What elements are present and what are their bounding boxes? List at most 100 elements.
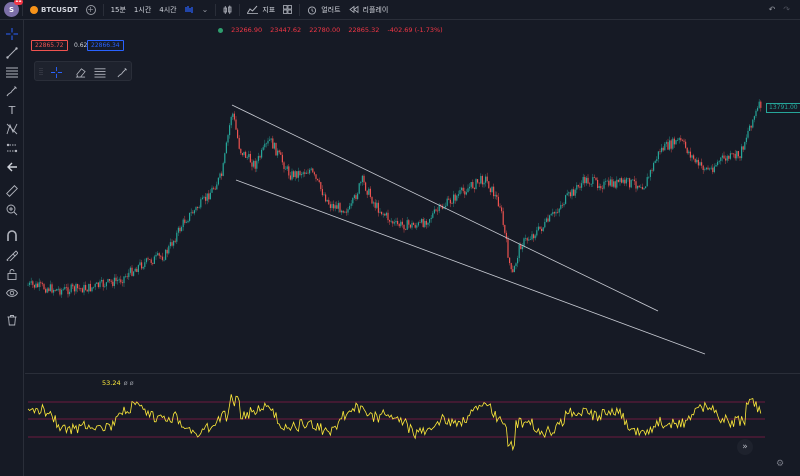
- candle-body: [358, 183, 360, 194]
- candle-body: [213, 187, 215, 189]
- pattern-tool[interactable]: [4, 121, 20, 137]
- candle-body: [41, 283, 43, 285]
- candle-body: [269, 139, 271, 141]
- horizontal-lines-tool[interactable]: [4, 64, 20, 80]
- redo-button[interactable]: ↷: [779, 0, 794, 20]
- chart-type-button[interactable]: [181, 0, 198, 20]
- candle-body: [312, 168, 314, 173]
- replay-button[interactable]: 리플레이: [345, 0, 393, 20]
- interval-15m[interactable]: 15분: [110, 5, 126, 14]
- candle-body: [470, 182, 472, 187]
- remove-drawings-tool[interactable]: [4, 312, 20, 328]
- alert-button[interactable]: 얼러트: [303, 0, 344, 20]
- hide-drawings-tool[interactable]: [4, 285, 20, 301]
- text-tool[interactable]: T: [4, 102, 20, 118]
- magnet-tool[interactable]: [4, 228, 20, 244]
- candle-body: [171, 242, 173, 246]
- candle-body: [221, 173, 223, 176]
- settings-button[interactable]: ⚙: [776, 459, 784, 469]
- undo-button[interactable]: ↶: [765, 0, 780, 20]
- pane-separator[interactable]: [25, 373, 800, 374]
- candle-body: [253, 160, 255, 167]
- candle-body: [429, 219, 431, 223]
- lock-drawing-tool[interactable]: [4, 247, 20, 263]
- bid-price-tag[interactable]: 22865.72: [31, 40, 68, 51]
- candle-body: [619, 178, 621, 182]
- candle-body: [35, 283, 37, 288]
- layouts-button[interactable]: [279, 0, 296, 20]
- candle-body: [661, 147, 663, 152]
- user-avatar[interactable]: S 11: [4, 0, 23, 17]
- candle-body: [321, 189, 323, 196]
- candle-body: [552, 212, 554, 215]
- candles-icon: [223, 5, 232, 14]
- candle-body: [203, 196, 205, 198]
- candle-body: [438, 204, 440, 212]
- candle-body: [725, 158, 727, 161]
- interval-1h[interactable]: 1시간: [133, 5, 152, 14]
- ask-price-tag[interactable]: 22866.34: [87, 40, 124, 51]
- ruler-tool[interactable]: [4, 183, 20, 199]
- crosshair-tool[interactable]: [4, 26, 20, 42]
- float-brush-button[interactable]: [115, 65, 129, 79]
- zoom-in-tool[interactable]: [4, 202, 20, 218]
- candle-body: [64, 287, 66, 290]
- candle-body: [109, 279, 111, 281]
- eraser-button[interactable]: [73, 65, 87, 79]
- indicators-button[interactable]: 지표: [243, 0, 279, 20]
- candle-body: [665, 142, 667, 144]
- candle-body: [688, 151, 690, 154]
- trendline-icon: [6, 47, 18, 59]
- channel-trendlines[interactable]: [231, 104, 706, 355]
- compare-symbol-button[interactable]: +: [82, 0, 100, 20]
- back-tool[interactable]: [4, 159, 20, 175]
- candle-body: [669, 140, 671, 150]
- prediction-tool[interactable]: [4, 140, 20, 156]
- candle-body: [29, 282, 31, 285]
- line-style-button[interactable]: [93, 65, 107, 79]
- candle-body: [656, 159, 658, 162]
- candle-body: [686, 147, 688, 154]
- symbol-search-button[interactable]: BTCUSDT: [26, 0, 82, 20]
- candle-body: [237, 129, 239, 138]
- market-status-icon: [218, 27, 223, 33]
- interval-4h[interactable]: 4시간: [159, 5, 177, 14]
- candle-body: [227, 135, 229, 143]
- upper-trendline[interactable]: [231, 104, 659, 312]
- trendline-tool[interactable]: [4, 45, 20, 61]
- candle-body: [624, 179, 626, 184]
- candle-body: [350, 203, 352, 206]
- candle-body: [712, 167, 714, 173]
- candle-body: [472, 182, 474, 189]
- lock-all-tool[interactable]: [4, 266, 20, 282]
- candle-body: [387, 212, 389, 221]
- candle-body: [309, 169, 311, 174]
- scroll-to-realtime-button[interactable]: »: [737, 439, 753, 455]
- candle-body: [457, 194, 459, 196]
- candle-body: [238, 137, 240, 149]
- candle-body: [352, 198, 354, 204]
- candle-body: [112, 281, 114, 286]
- candle-body: [509, 257, 511, 264]
- candle-body: [608, 180, 610, 186]
- candle-body: [390, 221, 392, 222]
- candle-body: [609, 179, 611, 186]
- float-crosshair-button[interactable]: [49, 65, 63, 79]
- drag-handle[interactable]: [37, 65, 45, 79]
- candle-body: [195, 207, 197, 211]
- interval-dropdown-button[interactable]: ⌄: [198, 0, 213, 20]
- candle-body: [414, 224, 416, 228]
- candle-body: [627, 178, 629, 179]
- candle-body: [704, 169, 706, 170]
- brush-tool[interactable]: [4, 83, 20, 99]
- lower-trendline[interactable]: [235, 179, 706, 355]
- candle-body: [357, 193, 359, 200]
- candle-body: [161, 256, 163, 260]
- candle-body: [251, 162, 253, 167]
- candle-body: [264, 143, 266, 148]
- candle-body: [240, 148, 242, 154]
- candle-style-button[interactable]: [219, 0, 236, 20]
- candle-body: [163, 259, 165, 261]
- rsi-legend: 53.24 ø ø: [102, 379, 134, 387]
